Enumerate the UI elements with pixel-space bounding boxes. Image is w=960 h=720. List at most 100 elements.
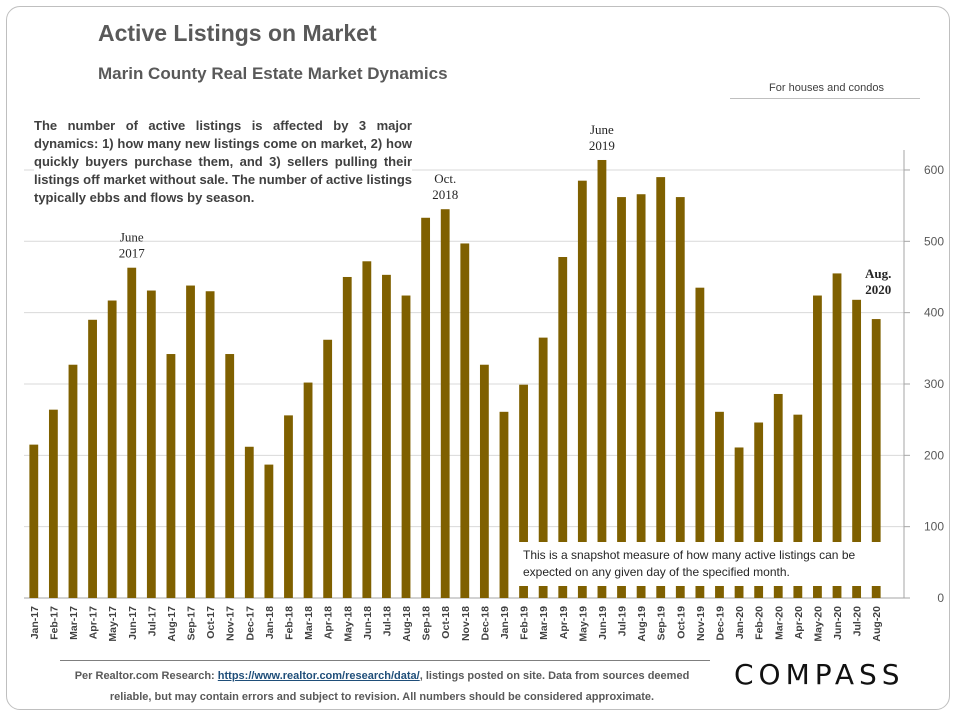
bar-jul-19: [617, 197, 626, 598]
bar-aug-18: [401, 295, 411, 598]
bar-feb-17: [48, 409, 58, 598]
bar-jan-18: [264, 464, 274, 598]
x-tick-label: Dec-19: [714, 606, 726, 641]
peak-annotation: 2017: [119, 246, 146, 261]
bar-aug-20: [871, 319, 881, 598]
x-tick-label: Nov-19: [695, 606, 707, 641]
x-tick-label: Aug-20: [871, 606, 883, 642]
bar-oct-17: [205, 291, 215, 598]
x-tick-label: May-17: [107, 606, 119, 642]
bar-dec-18: [479, 364, 489, 598]
peak-annotation: Oct.: [434, 171, 456, 186]
bar-nov-17: [225, 354, 235, 598]
x-tick-label: Sep-17: [186, 606, 198, 641]
bar-oct-19: [675, 197, 685, 598]
x-tick-label: Nov-17: [225, 606, 237, 641]
source-link[interactable]: https://www.realtor.com/research/data/: [217, 670, 420, 682]
x-tick-label: Nov-18: [460, 606, 472, 641]
y-tick-label: 100: [924, 520, 944, 534]
bar-mar-18: [303, 382, 313, 598]
x-tick-label: Jun-19: [597, 606, 609, 640]
bar-mar-17: [68, 364, 78, 598]
bar-dec-17: [244, 446, 254, 598]
bar-apr-18: [323, 339, 333, 598]
bar-oct-18: [440, 209, 450, 598]
x-tick-label: Jan-19: [499, 606, 511, 639]
bar-nov-18: [460, 243, 470, 599]
x-tick-label: Aug-17: [166, 606, 178, 642]
x-tick-label: Jun-20: [832, 606, 844, 640]
bar-jan-17: [29, 444, 39, 598]
bar-may-17: [107, 300, 117, 598]
peak-annotation: June: [120, 230, 144, 245]
bar-apr-17: [88, 319, 97, 598]
x-tick-label: Apr-18: [323, 606, 335, 639]
bar-jun-18: [362, 261, 372, 598]
y-tick-label: 300: [924, 377, 944, 391]
peak-annotation: 2019: [589, 138, 615, 153]
x-tick-label: Mar-20: [773, 606, 785, 640]
x-tick-label: Feb-20: [754, 606, 766, 640]
bar-apr-20: [793, 414, 803, 598]
x-tick-label: Jan-17: [29, 606, 41, 639]
x-tick-label: Jun-17: [127, 606, 139, 640]
bar-jun-19: [597, 159, 607, 599]
bar-mar-19: [538, 337, 548, 598]
x-tick-label: May-19: [577, 606, 589, 642]
snapshot-callout: This is a snapshot measure of how many a…: [515, 542, 887, 586]
note-rule: [730, 98, 920, 99]
chart-title: Active Listings on Market: [98, 20, 377, 46]
x-tick-label: Mar-19: [538, 606, 550, 640]
bar-aug-17: [166, 354, 176, 598]
x-tick-label: Jun-18: [362, 606, 374, 640]
bar-may-18: [342, 276, 352, 598]
bar-mar-20: [773, 393, 783, 598]
bar-jan-20: [734, 447, 744, 598]
bar-jul-17: [146, 290, 156, 598]
bar-may-19: [577, 180, 587, 598]
x-tick-label: Aug-18: [401, 606, 413, 642]
peak-annotation: 2018: [432, 187, 458, 202]
x-tick-label: Sep-19: [656, 606, 668, 641]
x-tick-label: Apr-20: [793, 606, 805, 639]
x-tick-label: Dec-18: [479, 606, 491, 641]
x-tick-label: Mar-17: [68, 606, 80, 640]
bar-dec-19: [715, 411, 724, 598]
x-tick-label: Oct-17: [205, 606, 217, 639]
description-text: The number of active listings is affecte…: [34, 117, 412, 207]
y-tick-label: 0: [937, 591, 944, 605]
x-tick-label: Jul-19: [617, 606, 629, 637]
peak-annotation: June: [590, 122, 614, 137]
x-tick-label: Feb-19: [519, 606, 531, 640]
x-tick-label: Jan-18: [264, 606, 276, 639]
x-tick-label: Apr-17: [88, 606, 100, 639]
y-tick-label: 600: [924, 163, 944, 177]
bar-sep-19: [656, 177, 666, 598]
x-tick-label: Jul-17: [146, 606, 158, 637]
bar-jul-18: [382, 274, 391, 598]
x-tick-label: May-18: [342, 606, 354, 642]
bar-jun-17: [127, 267, 137, 598]
y-tick-label: 200: [924, 448, 944, 462]
x-tick-label: May-20: [812, 606, 824, 642]
chart-subtitle: Marin County Real Estate Market Dynamics: [98, 64, 448, 83]
bar-nov-19: [695, 287, 705, 598]
footer-rule: [60, 660, 710, 661]
bar-sep-17: [186, 285, 195, 598]
compass-logo: COMPASS: [734, 658, 905, 691]
peak-annotation: 2020: [865, 282, 891, 297]
bar-feb-18: [284, 415, 293, 598]
bar-may-20: [813, 295, 822, 598]
bar-feb-20: [754, 422, 764, 598]
x-tick-label: Jul-18: [381, 606, 393, 637]
y-tick-label: 500: [924, 234, 944, 248]
x-tick-label: Oct-19: [675, 606, 687, 639]
x-tick-label: Feb-17: [48, 606, 60, 640]
scope-note: For houses and condos: [769, 82, 884, 94]
x-tick-label: Dec-17: [244, 606, 256, 641]
source-footer: Per Realtor.com Research: https://www.re…: [62, 666, 702, 708]
y-tick-label: 400: [924, 306, 944, 320]
x-tick-label: Oct-18: [440, 606, 452, 639]
bar-feb-19: [519, 384, 528, 598]
